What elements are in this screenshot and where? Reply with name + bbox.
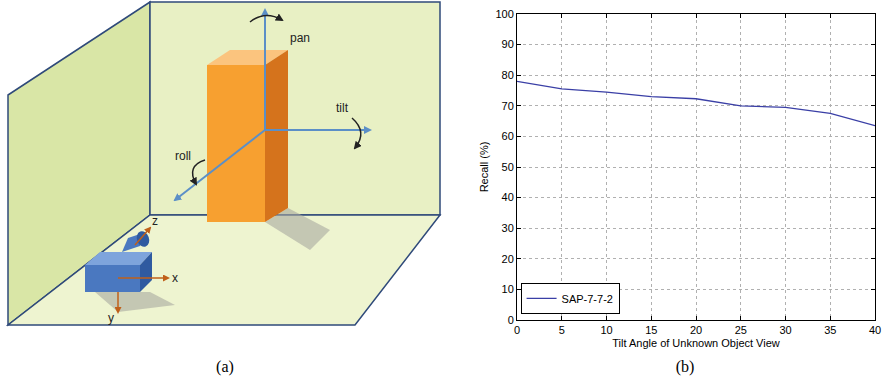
svg-text:80: 80 — [502, 69, 514, 81]
svg-text:Recall (%): Recall (%) — [478, 142, 490, 193]
svg-text:30: 30 — [779, 324, 791, 336]
svg-text:40: 40 — [502, 191, 514, 203]
svg-text:70: 70 — [502, 100, 514, 112]
svg-text:0: 0 — [508, 314, 514, 326]
svg-text:0: 0 — [514, 324, 520, 336]
svg-text:5: 5 — [559, 324, 565, 336]
svg-text:20: 20 — [690, 324, 702, 336]
svg-text:100: 100 — [495, 8, 513, 20]
svg-text:25: 25 — [735, 324, 747, 336]
svg-text:pan: pan — [290, 31, 310, 45]
svg-text:z: z — [152, 214, 158, 228]
svg-text:15: 15 — [645, 324, 657, 336]
svg-text:20: 20 — [502, 253, 514, 265]
svg-text:50: 50 — [502, 161, 514, 173]
svg-text:roll: roll — [175, 149, 191, 163]
svg-text:SAP-7-7-2: SAP-7-7-2 — [562, 293, 613, 305]
svg-text:30: 30 — [502, 222, 514, 234]
svg-text:y: y — [108, 311, 114, 325]
svg-text:tilt: tilt — [336, 101, 349, 115]
svg-text:40: 40 — [869, 324, 881, 336]
svg-text:60: 60 — [502, 130, 514, 142]
html-text:(a): (a) — [216, 358, 234, 375]
svg-text:10: 10 — [502, 283, 514, 295]
svg-text:90: 90 — [502, 38, 514, 50]
html-text:(b): (b) — [675, 358, 695, 375]
svg-text:x: x — [172, 271, 178, 285]
svg-text:Tilt Angle of Unknown Object V: Tilt Angle of Unknown Object View — [612, 337, 780, 349]
svg-text:10: 10 — [600, 324, 612, 336]
svg-text:35: 35 — [824, 324, 836, 336]
